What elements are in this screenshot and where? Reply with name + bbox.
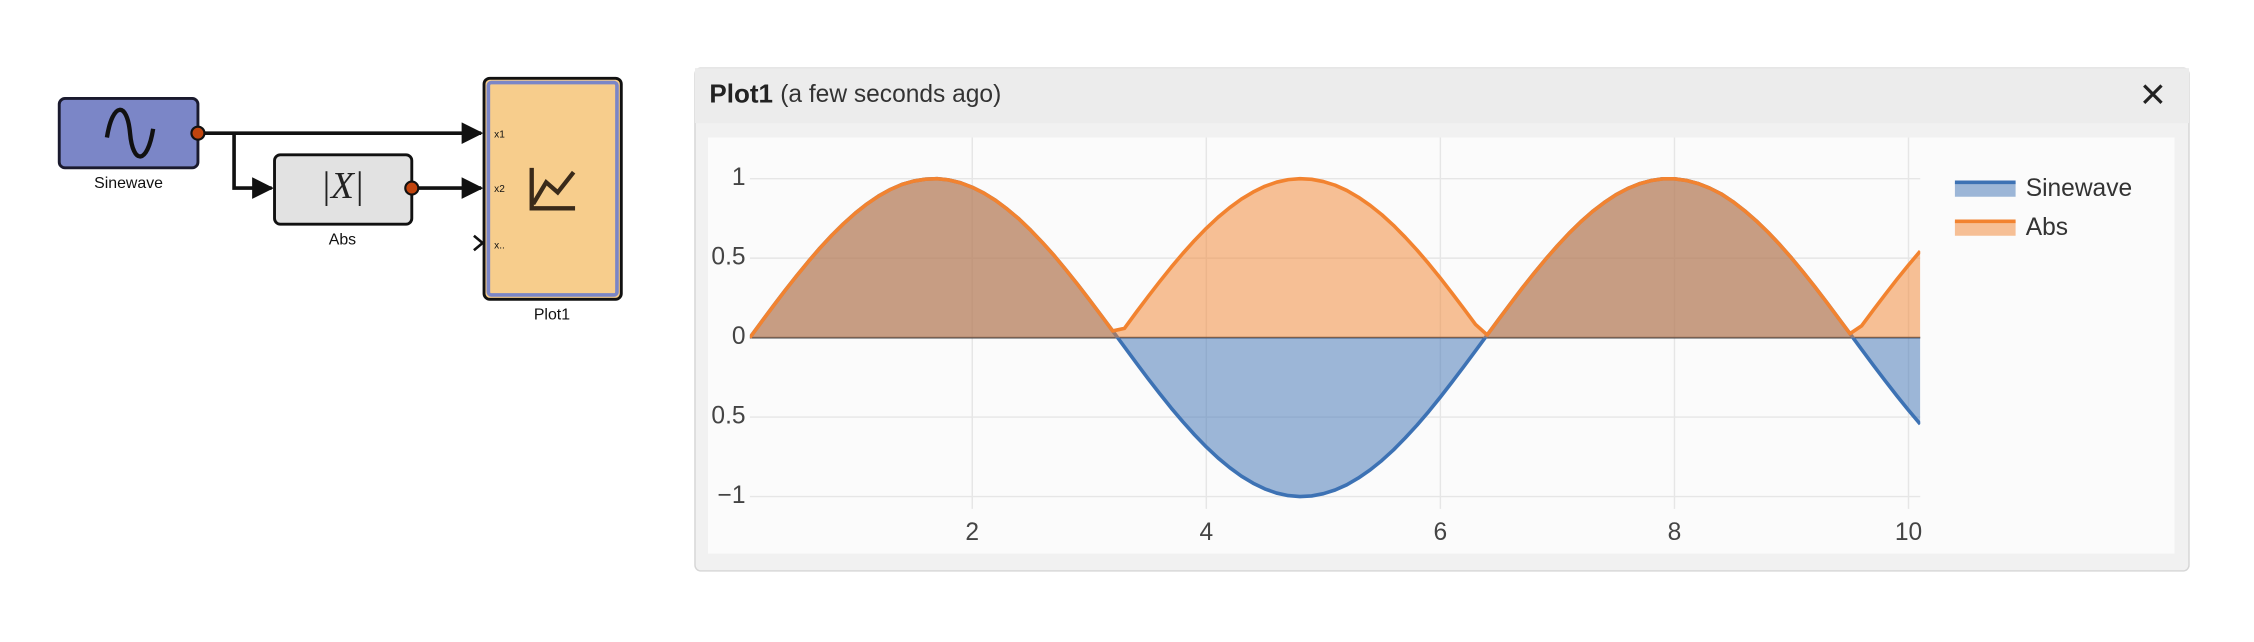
output-port [404, 180, 420, 196]
panel-header [694, 68, 2189, 124]
port-label: x1 [494, 129, 505, 140]
panel-title: Plot1 [709, 78, 773, 108]
x-tick-label: 8 [1668, 519, 1682, 546]
port-label: x.. [494, 241, 505, 252]
legend-label: Sinewave [2026, 175, 2132, 202]
port-label: x2 [494, 184, 505, 195]
legend-label: Abs [2026, 214, 2068, 241]
x-tick-label: 6 [1434, 519, 1448, 546]
area-fill [749, 178, 1921, 338]
plot-layer [749, 176, 1921, 499]
panel-subtitle: (a few seconds ago) [780, 81, 1001, 108]
y-tick-label: 1 [732, 164, 746, 191]
y-tick-label: 0 [732, 323, 746, 350]
y-tick-label: 0.5 [711, 244, 745, 271]
y-tick-label: 0.5 [711, 403, 745, 430]
x-tick-label: 4 [1199, 519, 1213, 546]
x-tick-label: 2 [965, 519, 979, 546]
wire [232, 133, 274, 199]
x-tick-label: 10 [1895, 519, 1922, 546]
output-port [190, 125, 206, 141]
chart: 2 4 6 8 10 1 0.5 0 0.5 −1 Sinewave Abs [711, 137, 2132, 546]
y-tick-label: −1 [718, 482, 746, 509]
sine-icon [104, 107, 156, 159]
block-label: Sinewave [94, 175, 163, 192]
series-line [749, 176, 1921, 339]
plot-icon [529, 167, 576, 211]
close-button[interactable] [2143, 84, 2163, 104]
legend-swatch [1954, 221, 2016, 236]
legend-swatch [1954, 182, 2016, 197]
diagram: Sinewave |X| Abs x1 x2 x.. Plot1 [57, 76, 623, 323]
block-label: Plot1 [534, 306, 570, 323]
abs-icon: |X| [321, 166, 365, 207]
port-arrow [473, 234, 485, 252]
selection-outline [486, 80, 619, 297]
block-label: Abs [329, 231, 356, 248]
